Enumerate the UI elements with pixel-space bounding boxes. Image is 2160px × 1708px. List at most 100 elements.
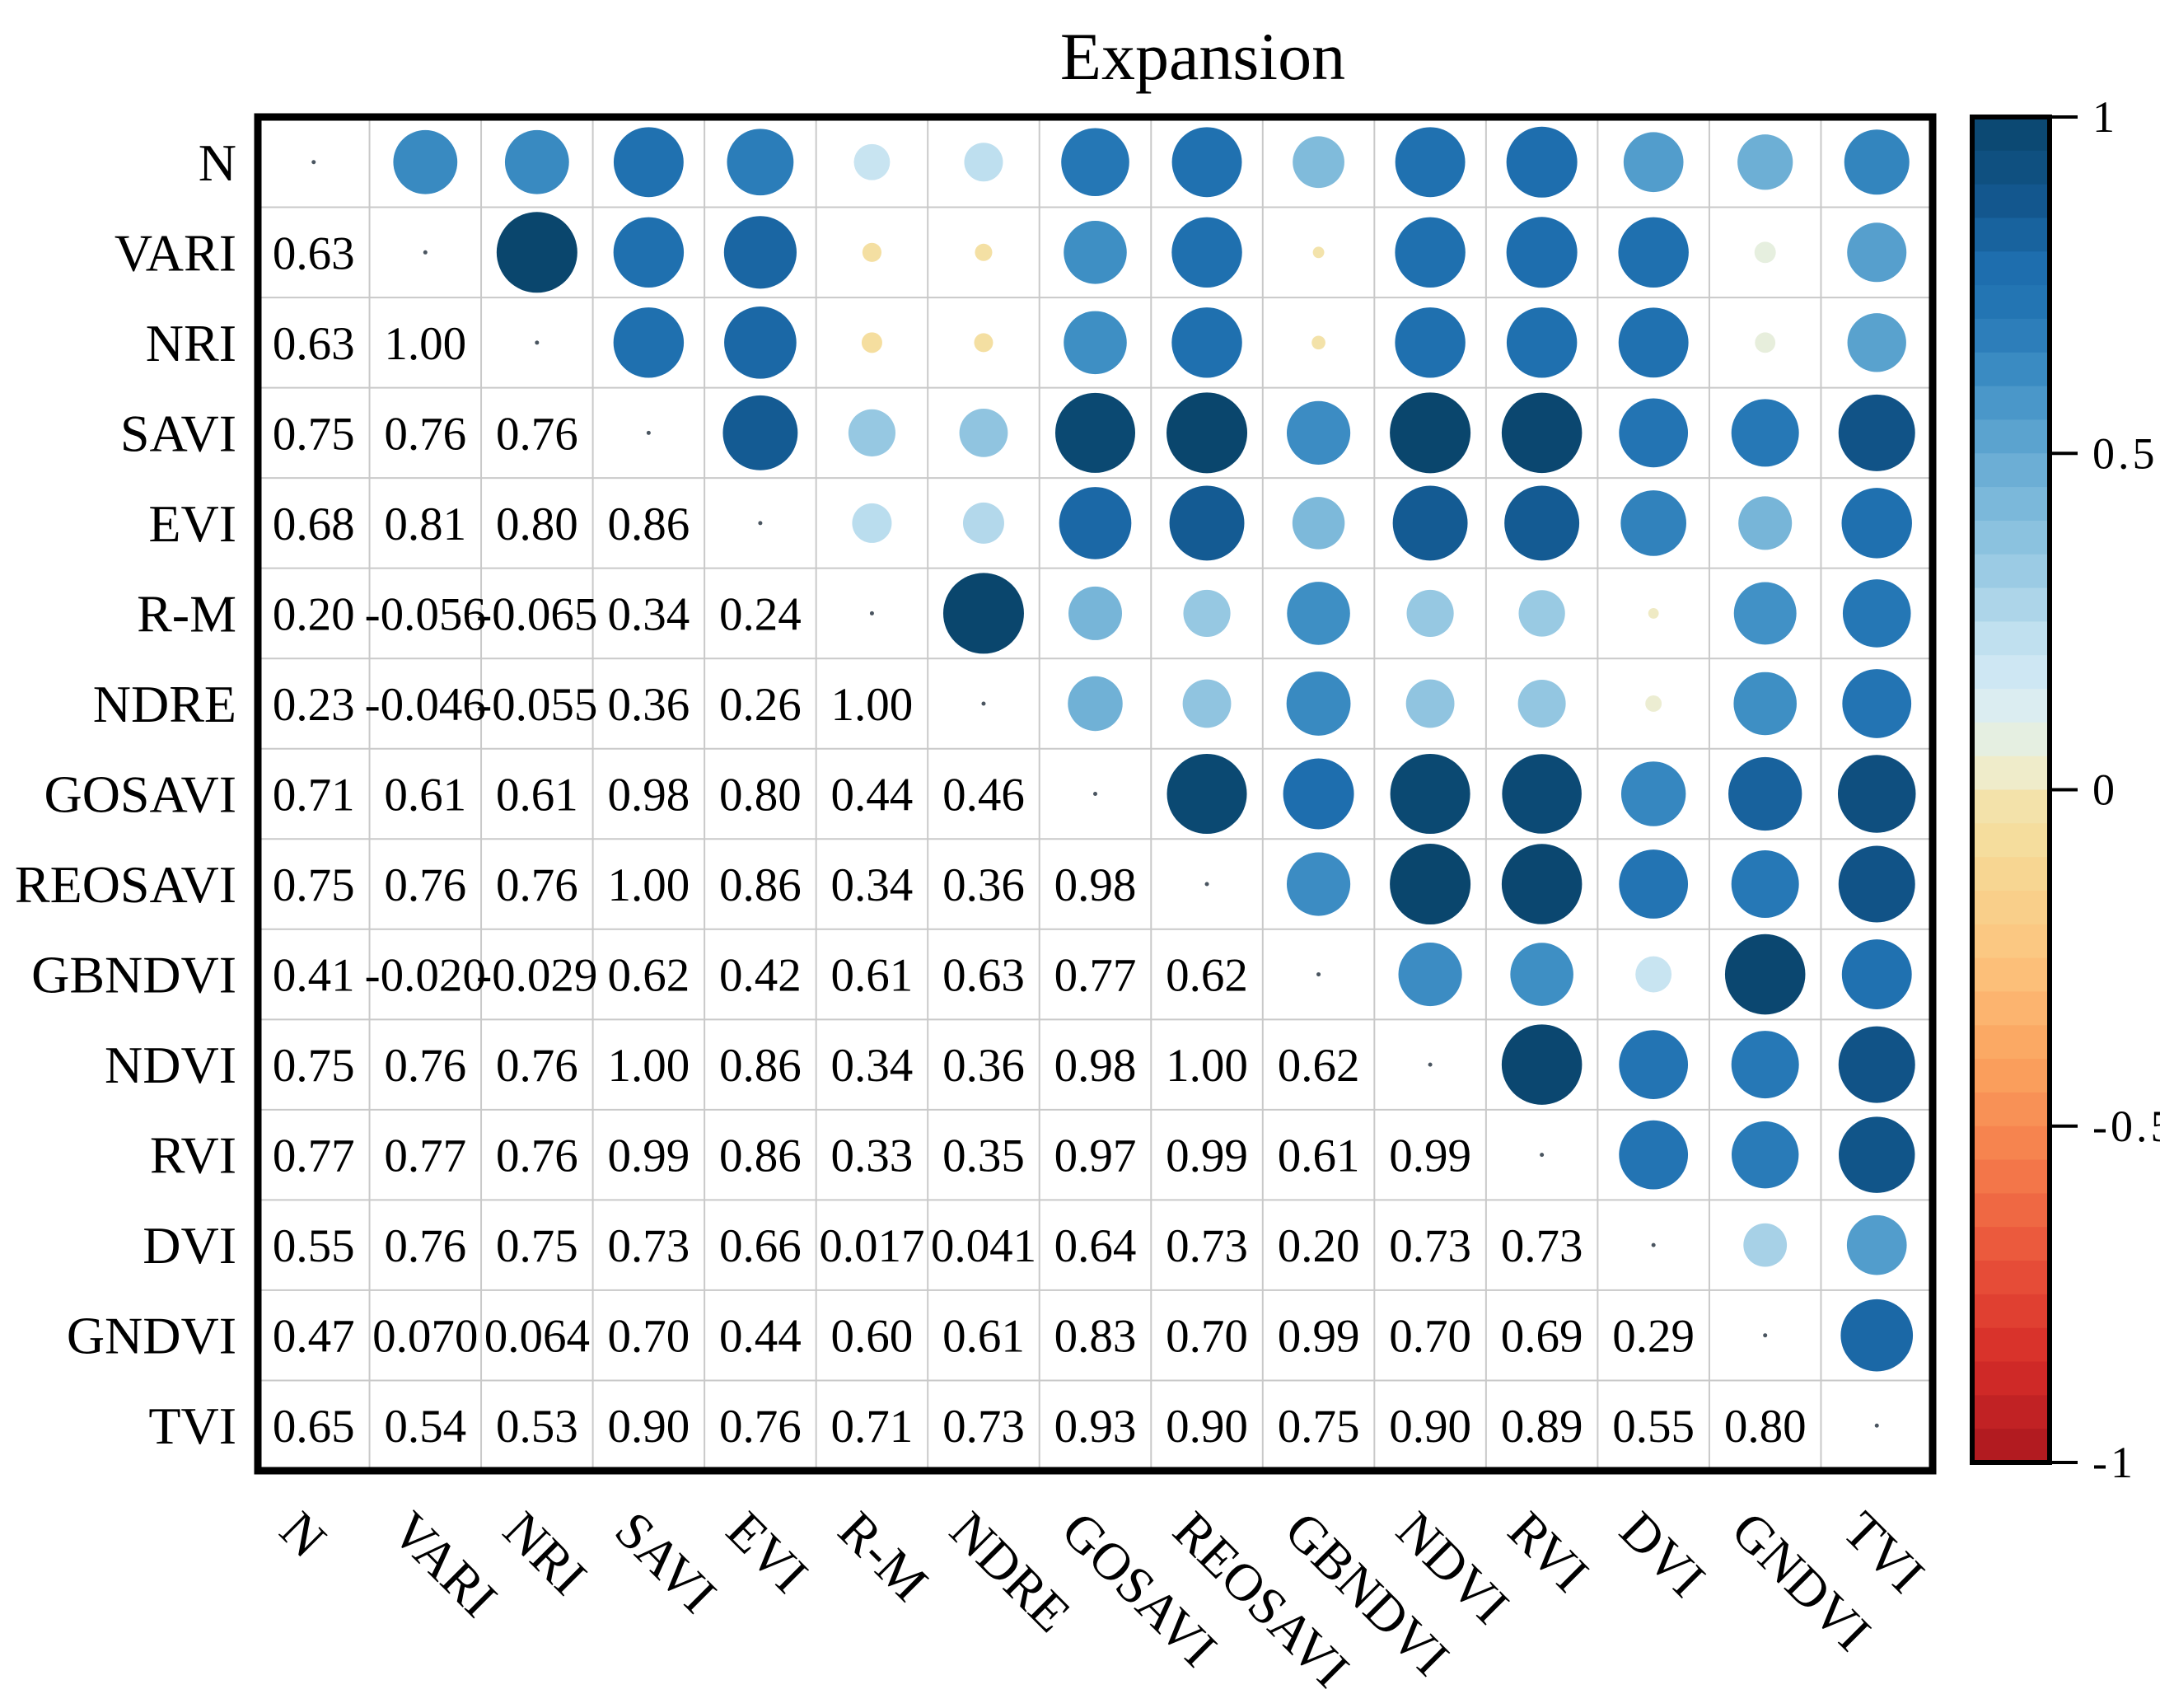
colorbar-band [1972,184,2050,219]
correlation-value: -0.056 [365,588,486,640]
correlation-bubble [722,395,798,470]
correlation-value: 0.064 [484,1311,590,1363]
correlation-bubble [613,217,685,288]
row-label: GOSAVI [44,765,236,824]
correlation-value: 0.62 [1278,1040,1360,1092]
colorbar-band [1972,857,2050,891]
correlation-value: 0.97 [1054,1130,1137,1182]
correlation-bubble [727,129,794,196]
correlation-value: 0.070 [372,1311,478,1363]
correlation-value: 0.71 [273,770,355,821]
correlation-bubble [1061,128,1129,197]
correlation-value: 0.73 [607,1220,690,1272]
row-label: DVI [143,1216,236,1275]
correlation-value: 0.34 [831,1040,914,1092]
correlation-bubble [1620,490,1686,556]
correlation-bubble [1755,332,1776,353]
diagonal-dot [646,430,651,435]
correlation-value: 0.20 [1278,1220,1360,1272]
colorbar-band [1972,1159,2050,1195]
correlation-value: 0.61 [384,770,466,821]
colorbar-band [1972,1227,2050,1262]
correlation-value: 0.63 [273,318,355,370]
correlation-bubble [1510,943,1573,1006]
correlation-bubble [862,242,882,262]
correlation-value: 0.99 [607,1130,690,1182]
correlation-bubble [1619,849,1689,919]
correlation-bubble [1395,217,1466,288]
correlation-bubble [1728,756,1802,831]
correlation-value: 0.53 [496,1401,578,1453]
correlation-value: -0.055 [476,679,597,731]
correlation-value: -0.029 [476,950,597,1002]
correlation-bubble [1390,753,1470,835]
correlation-value: 0.70 [1166,1311,1248,1363]
row-label: RVI [150,1126,236,1185]
diagonal-dot [1763,1333,1768,1338]
correlation-bubble [1743,1223,1788,1267]
correlation-bubble [393,129,458,194]
correlation-value: 0.73 [1501,1220,1583,1272]
correlation-value: 0.23 [273,679,355,731]
correlation-value: 0.65 [273,1401,355,1453]
row-label: NDVI [105,1036,236,1094]
correlation-bubble [853,143,891,180]
correlation-bubble [1838,1026,1915,1103]
correlation-value: 0.76 [496,408,578,460]
column-label: EVI [716,1500,820,1604]
correlation-bubble [1390,392,1471,474]
correlation-value: 0.81 [384,498,466,550]
correlation-value: 1.00 [607,1040,690,1092]
colorbar-band [1972,957,2050,993]
colorbar-band [1972,1429,2050,1463]
correlation-value: 0.99 [1278,1311,1360,1363]
correlation-value: 0.99 [1166,1130,1248,1182]
row-label: VARI [115,223,236,282]
correlation-value: 0.36 [942,1040,1025,1092]
correlation-value: 0.75 [1278,1401,1360,1453]
correlation-value: 0.80 [719,770,802,821]
correlation-bubble [942,573,1024,654]
correlation-bubble [496,212,577,293]
colorbar-band [1972,117,2050,152]
correlation-value: 0.20 [273,588,355,640]
correlation-bubble [1733,582,1797,645]
correlation-value: 0.33 [831,1130,914,1182]
correlation-value: 0.77 [384,1130,466,1182]
colorbar-band [1972,1125,2050,1161]
correlation-value: 0.46 [942,770,1025,821]
correlation-value: 1.00 [607,859,690,911]
correlation-bubble [1838,845,1915,923]
correlation-bubble [1286,852,1351,916]
correlation-value: 0.75 [273,859,355,911]
correlation-value: 0.83 [1054,1311,1137,1363]
correlation-value: 0.93 [1054,1401,1137,1453]
correlation-bubble [1506,217,1578,288]
correlation-bubble [1405,679,1455,728]
row-label: GBNDVI [31,946,236,1004]
correlation-bubble [1502,754,1582,834]
correlation-value: 0.64 [1054,1220,1137,1272]
colorbar-band [1972,890,2050,925]
correlation-value: 0.77 [1054,950,1137,1002]
colorbar-band [1972,487,2050,522]
diagonal-dot [535,340,540,345]
colorbar-band [1972,1294,2050,1329]
column-label: SAVI [604,1500,727,1624]
diagonal-dot [1651,1242,1656,1247]
correlation-value: 0.26 [719,679,802,731]
correlation-value: -0.046 [365,679,486,731]
correlation-bubble [1292,497,1345,550]
correlation-bubble [1731,1121,1799,1189]
correlation-bubble [852,503,892,543]
correlation-value: 0.73 [1389,1220,1471,1272]
diagonal-dot [1874,1423,1879,1428]
correlation-bubble [1623,132,1684,193]
correlation-bubble [1501,1024,1583,1105]
correlation-bubble [1846,1214,1907,1275]
colorbar-tick-label: 1 [2092,92,2118,142]
correlation-value: 0.70 [1389,1311,1471,1363]
correlation-bubble [1518,590,1565,637]
